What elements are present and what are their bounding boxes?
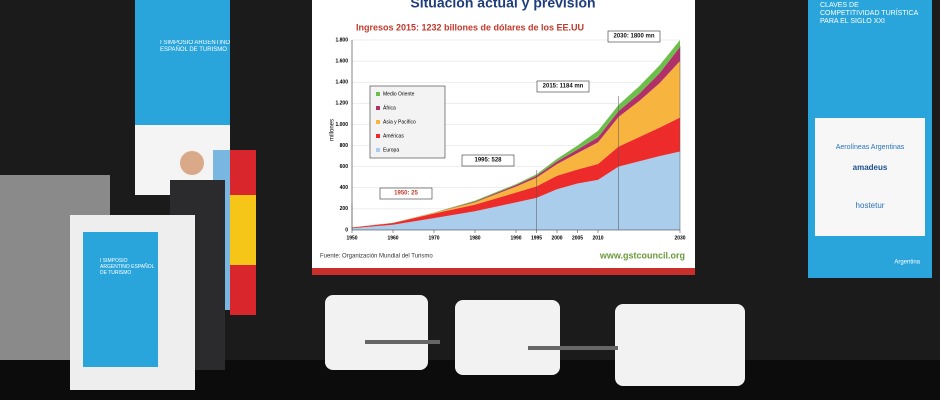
legend-swatch xyxy=(376,148,380,152)
right-banner-title: CLAVES DE COMPETITIVIDAD TURÍSTICA PARA … xyxy=(820,2,918,25)
podium-screen xyxy=(83,232,158,367)
y-tick-label: 1.600 xyxy=(335,58,348,64)
legend-label: Américas xyxy=(383,133,404,139)
y-tick-label: 1.200 xyxy=(335,101,348,107)
annotations: 2030: 1800 mn 2015: 1184 mn 1995: 528 1950:… xyxy=(351,30,681,230)
y-tick-label: 1.800 xyxy=(335,37,348,43)
annotation: 1995: 528 xyxy=(474,158,502,164)
flag-spain-stripe xyxy=(230,195,256,265)
x-tick-label: 1950 xyxy=(346,235,357,241)
x-tick-label: 1995 xyxy=(531,235,542,241)
sponsor: Aerolíneas Argentinas xyxy=(836,144,905,151)
sponsor: amadeus xyxy=(853,163,888,172)
legend-swatch xyxy=(376,134,380,138)
annotation-box xyxy=(536,80,590,93)
legend-swatch xyxy=(376,106,380,110)
source: Fuente: Organización Mundial del Turismo xyxy=(320,254,433,260)
y-tick-label: 600 xyxy=(340,164,349,170)
chair xyxy=(455,300,560,375)
x-tick-label: 1970 xyxy=(428,235,439,241)
legend-swatch xyxy=(376,92,380,96)
y-tick-label: 200 xyxy=(340,206,349,212)
right-banner-title-box: CLAVES DE COMPETITIVIDAD TURÍSTICA PARA … xyxy=(820,2,918,25)
table xyxy=(365,340,440,344)
slide-bar xyxy=(312,268,695,275)
annotation: 2015: 1184 mn xyxy=(543,84,584,90)
right-banner-lower xyxy=(815,118,925,236)
x-tick-label: 2030 xyxy=(674,235,685,241)
area xyxy=(352,151,680,230)
left-banner-text-box: I SIMPOSIO ARGENTINO ESPAÑOL DE TURISMO xyxy=(160,40,230,53)
y-tick-label: 0 xyxy=(345,227,348,233)
y-tick-label: 400 xyxy=(340,185,349,191)
annotation-box xyxy=(607,30,661,43)
y-tick-label: 800 xyxy=(340,143,349,149)
chair xyxy=(615,304,745,386)
sponsor: hostetur xyxy=(856,201,885,210)
table xyxy=(528,346,618,350)
left-banner-text: I SIMPOSIO ARGENTINO ESPAÑOL DE TURISMO xyxy=(160,40,230,53)
legend: Medio Oriente África Asia y Pacífico Améric… xyxy=(376,91,416,153)
annotation: 1950: 25 xyxy=(394,191,418,197)
legend-label: Europa xyxy=(383,147,399,153)
annotation-box xyxy=(379,187,433,200)
website: www.gstcouncil.org xyxy=(599,250,685,260)
speaker-head xyxy=(180,151,204,175)
podium-text-box: I SIMPOSIO ARGENTINO ESPAÑOL DE TURISMO xyxy=(100,258,155,276)
y-axis-label: millones xyxy=(330,119,336,141)
x-tick-label: 2005 xyxy=(572,235,583,241)
x-tick-label: 1990 xyxy=(510,235,521,241)
chart-title: Ingresos 2015: 1232 billones de dólares … xyxy=(356,22,584,32)
annotation-box xyxy=(461,154,515,167)
legend-swatch xyxy=(376,120,380,124)
chair xyxy=(325,295,428,370)
x-tick-label: 1980 xyxy=(469,235,480,241)
y-tick-label: 1.400 xyxy=(335,80,348,86)
chairs xyxy=(325,295,745,386)
annotation: 2030: 1800 mn xyxy=(613,34,654,40)
area xyxy=(352,61,680,228)
x-tick-label: 2000 xyxy=(551,235,562,241)
y-tick-label: 1.000 xyxy=(335,122,348,128)
legend-label: Medio Oriente xyxy=(383,91,415,97)
right-banner-footer: Argentina xyxy=(894,260,920,266)
legend-label: Asia y Pacífico xyxy=(383,119,416,125)
slide-title: Situación actual y previsión xyxy=(410,0,595,11)
x-tick-label: 2010 xyxy=(592,235,603,241)
legend-label: África xyxy=(383,104,396,111)
legend-box xyxy=(369,85,446,159)
podium-text: I SIMPOSIO ARGENTINO ESPAÑOL DE TURISMO xyxy=(100,258,155,276)
x-tick-label: 1960 xyxy=(387,235,398,241)
chart: 0 200 400 600 800 1.000 1.200 1.400 1.600 1.800 19… xyxy=(335,37,685,241)
